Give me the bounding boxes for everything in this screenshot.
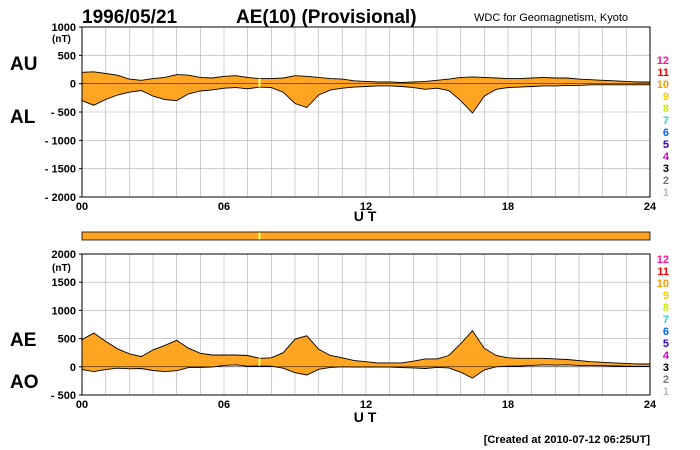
ae-ao-x-tick-label: 00 (76, 399, 88, 411)
au-al-x-ticks: 00 06 12 18 24 (76, 201, 657, 213)
station-legend-item-10: 10 (657, 79, 669, 91)
station-legend-item-8: 8 (663, 103, 669, 115)
au-al-x-tick-label: 24 (644, 201, 657, 213)
ae-ao-y-tick-label: 1000 (52, 305, 76, 317)
ae-ao-x-axis-label: U T (354, 409, 377, 425)
au-al-y-tick-label: - 1000 (45, 135, 76, 147)
ae-ao-x-tick-label: 06 (218, 399, 230, 411)
station-legend-item-12: 12 (657, 254, 669, 266)
ae-ao-y-tick-label: 0 (70, 362, 76, 374)
ae-ao-x-tick-label: 24 (644, 399, 657, 411)
ao-label: AO (10, 372, 39, 393)
au-al-x-tick-label: 06 (218, 201, 230, 213)
station-legend-item-9: 9 (663, 290, 669, 302)
ae-ao-y-ticks: 2000 1500 1000 500 0 - 500 (51, 249, 82, 402)
au-al-x-tick-label: 18 (502, 201, 514, 213)
au-al-panel: AU AL (nT) 1000 500 0 - 500 - 1000 - 1500 - 20… (10, 22, 657, 224)
ae-ao-x-tick-label: 18 (502, 399, 514, 411)
au-al-y-tick-label: - 500 (51, 107, 76, 119)
station-legend-item-1: 1 (663, 187, 669, 199)
au-al-x-axis-label: U T (354, 208, 377, 224)
au-al-y-ticks: 1000 500 0 - 500 - 1000 - 1500 - 2000 (45, 22, 82, 204)
au-label: AU (10, 54, 37, 75)
au-al-x-tick-label: 12 (360, 201, 372, 213)
ae-ao-grid (82, 254, 650, 395)
source-label: WDC for Geomagnetism, Kyoto (474, 12, 628, 24)
created-timestamp: [Created at 2010-07-12 06:25UT] (484, 434, 651, 446)
ae-ao-y-tick-label: 1500 (52, 277, 76, 289)
ae-ao-frame (81, 253, 651, 396)
data-coverage-strip (81, 231, 651, 241)
ae-ao-gap-marker (258, 358, 261, 366)
station-legend-item-5: 5 (663, 338, 669, 350)
ae-ao-y-tick-label: 2000 (52, 249, 76, 261)
ae-label: AE (10, 330, 36, 351)
au-al-area (81, 71, 650, 114)
ae-ao-unit-label: (nT) (52, 263, 71, 274)
station-legend-item-2: 2 (663, 374, 669, 386)
station-legend-item-4: 4 (663, 350, 670, 362)
date-title: 1996/05/21 (82, 7, 178, 28)
station-legend-item-3: 3 (663, 163, 669, 175)
ae-ao-x-tick-label: 12 (360, 399, 372, 411)
ae-ao-y-tick-label: - 500 (51, 390, 76, 402)
au-al-gap-marker (258, 78, 261, 88)
coverage-bar (81, 231, 651, 241)
station-legend-item-4: 4 (663, 151, 670, 163)
ae-ao-x-ticks: 00 06 12 18 24 (76, 399, 657, 411)
station-legend-item-1: 1 (663, 386, 669, 398)
station-legend-item-10: 10 (657, 278, 669, 290)
au-al-y-tick-label: - 1500 (45, 164, 76, 176)
au-al-y-tick-label: 1000 (52, 22, 76, 34)
coverage-gap-marker (258, 232, 261, 240)
index-title: AE(10) (Provisional) (236, 7, 417, 28)
station-legend-item-6: 6 (663, 326, 669, 338)
station-legend-item-8: 8 (663, 302, 669, 314)
series-al-line (81, 84, 650, 114)
au-al-fill (82, 71, 650, 114)
station-legend-item-12: 12 (657, 55, 669, 67)
au-al-x-tick-label: 00 (76, 201, 88, 213)
station-legend-item-5: 5 (663, 139, 669, 151)
series-ao-line (81, 364, 650, 379)
series-au-line (81, 71, 650, 83)
station-legend-item-11: 11 (657, 266, 669, 278)
station-legend-item-7: 7 (663, 314, 669, 326)
au-al-y-tick-label: - 2000 (45, 192, 76, 204)
au-al-y-tick-label: 0 (70, 79, 76, 91)
station-legend-item-2: 2 (663, 175, 669, 187)
station-legend-item-9: 9 (663, 91, 669, 103)
ae-ao-panel: AE AO (nT) 2000 1500 1000 500 0 - 500 00 06 12 1… (10, 249, 657, 425)
station-legend-item-11: 11 (657, 67, 669, 79)
series-ae-line (81, 329, 650, 365)
station-legend-item-3: 3 (663, 362, 669, 374)
station-legend-item-6: 6 (663, 127, 669, 139)
au-al-y-tick-label: 500 (58, 50, 76, 62)
ae-ao-area (81, 329, 650, 379)
ae-ao-y-tick-label: 500 (58, 334, 76, 346)
station-legend-item-7: 7 (663, 115, 669, 127)
ae-ao-fill (82, 330, 650, 379)
al-label: AL (10, 107, 36, 128)
au-al-unit-label: (nT) (52, 34, 71, 45)
au-al-grid (82, 27, 650, 197)
